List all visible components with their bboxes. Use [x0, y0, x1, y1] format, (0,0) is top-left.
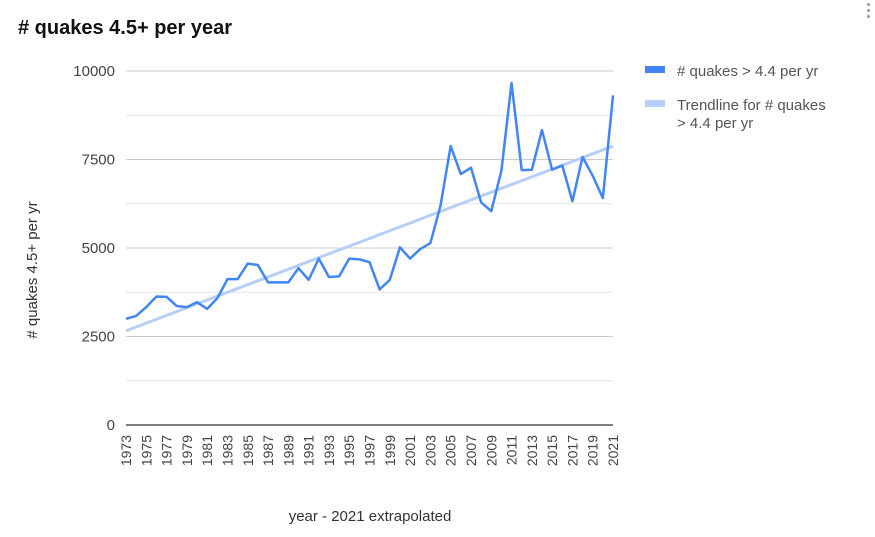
- chart-title: # quakes 4.5+ per year: [18, 17, 233, 39]
- x-tick-label: 2019: [585, 435, 601, 466]
- x-tick-label: 2021: [605, 435, 621, 466]
- more-options-icon[interactable]: [864, 0, 872, 28]
- x-tick-label: 2005: [443, 435, 459, 466]
- x-tick-label: 2009: [483, 435, 499, 466]
- x-tick-label: 1981: [199, 435, 215, 466]
- y-axis-ticks: 0 2500 5000 7500 10000: [73, 63, 115, 434]
- series-layer: [125, 81, 615, 333]
- x-tick-label: 2015: [544, 435, 560, 466]
- x-tick-label: 1999: [382, 435, 398, 466]
- x-tick-label: 2001: [402, 435, 418, 466]
- series-line-quakes: [125, 81, 615, 321]
- x-axis-ticks: 1973 1975 1977 1979 1981 1983 1985 1987 1989 1991…: [118, 435, 621, 466]
- legend-label-trendline-line2: > 4.4 per yr: [677, 115, 753, 132]
- x-tick-label: 1995: [341, 435, 357, 466]
- y-tick-label: 5000: [82, 240, 115, 257]
- legend-label-trendline-line1: Trendline for # quakes: [677, 97, 826, 114]
- legend-swatch-trendline: [645, 100, 665, 107]
- legend: # quakes > 4.4 per yr Trendline for # qu…: [645, 63, 826, 132]
- x-tick-label: 1993: [321, 435, 337, 466]
- x-tick-label: 1985: [240, 435, 256, 466]
- x-tick-label: 1983: [219, 435, 235, 466]
- y-tick-label: 0: [107, 417, 115, 434]
- y-tick-label: 2500: [82, 329, 115, 346]
- x-tick-label: 2003: [422, 435, 438, 466]
- x-tick-label: 1987: [260, 435, 276, 466]
- x-tick-label: 1977: [159, 435, 175, 466]
- x-tick-label: 2011: [504, 435, 520, 465]
- x-axis-label: year - 2021 extrapolated: [289, 508, 452, 525]
- x-tick-label: 1975: [138, 435, 154, 466]
- x-tick-label: 1991: [301, 435, 317, 466]
- y-axis-label: # quakes 4.5+ per yr: [24, 201, 41, 338]
- x-tick-label: 2013: [524, 435, 540, 466]
- x-tick-label: 1997: [362, 435, 378, 466]
- y-tick-label: 7500: [82, 152, 115, 169]
- x-tick-label: 2017: [564, 435, 580, 466]
- x-tick-label: 2007: [463, 435, 479, 466]
- legend-swatch-series: [645, 66, 665, 73]
- x-tick-label: 1973: [118, 435, 134, 466]
- legend-label-series: # quakes > 4.4 per yr: [677, 63, 818, 80]
- series-line-trendline: [125, 144, 614, 333]
- x-tick-label: 1989: [280, 435, 296, 466]
- grid-lines: [126, 70, 613, 426]
- y-tick-label: 10000: [73, 63, 115, 80]
- x-tick-label: 1979: [179, 435, 195, 466]
